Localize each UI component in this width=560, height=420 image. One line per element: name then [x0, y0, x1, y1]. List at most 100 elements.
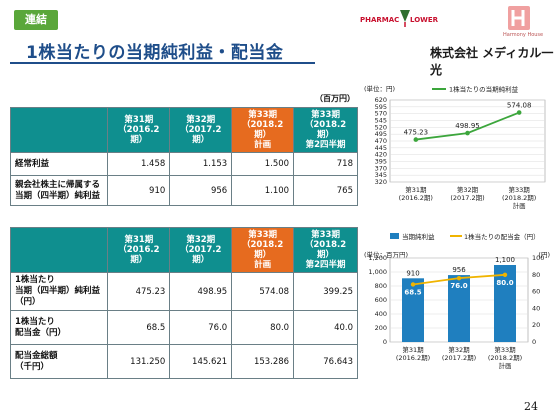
row-label: 1株当たり 当期（四半期）純利益（円） [9, 272, 109, 311]
table-cell: 76.643 [293, 344, 358, 379]
table-header-cell: 第33期 （2018.2期） 計画 [231, 227, 295, 273]
x-tick-label: 第32期 [448, 345, 470, 354]
y-tick-label-left: 1,000 [368, 268, 387, 276]
dividend-data-label: 68.5 [404, 288, 421, 296]
legend-bar-swatch [390, 233, 399, 239]
table-cell: 765 [293, 175, 358, 206]
page-number: 24 [524, 400, 538, 413]
legend-label: 1株当たりの当期純利益 [449, 85, 519, 94]
y-tick-label: 520 [375, 123, 387, 131]
x-tick-label: (2017.2期) [442, 354, 476, 362]
per-share-table: 第31期 （2016.2期） 第32期 （2017.2期） 第33期 （2018.2期… [9, 227, 358, 379]
page-title: 1株当たりの当期純利益・配当金 [26, 43, 284, 63]
legend-label: 1株当たりの配当金（円） [464, 232, 540, 241]
y-tick-label: 445 [375, 144, 387, 152]
x-tick-label: 第31期 [405, 185, 427, 194]
table-row: 親会社株主に帰属する 当期（四半期）純利益 910 956 1.100 765 [9, 175, 358, 206]
legend-label: 当期純利益 [402, 232, 435, 241]
table-header-cell [9, 107, 109, 153]
x-tick-label: 第33期 [509, 185, 531, 194]
y-tick-label-left: 200 [375, 324, 387, 332]
data-point [465, 130, 470, 136]
dividend-point [410, 282, 416, 287]
table-row: 配当金総額 （千円） 131.250 145.621 153.286 76.643 [9, 344, 358, 379]
table-header-cell: 第31期 （2016.2期） [107, 107, 171, 153]
x-tick-label: 第31期 [402, 345, 424, 354]
bar-data-label: 956 [452, 266, 466, 274]
y-tick-label-right: 60 [532, 288, 540, 296]
table-cell: 399.25 [293, 272, 358, 311]
row-label: 経常利益 [9, 152, 109, 176]
flower-logo-text: LOWER [410, 16, 439, 24]
y-tick-label: 420 [375, 151, 387, 159]
x-tick-label: 第33期 [494, 345, 516, 354]
chart-unit-label: (単位：円) [364, 84, 395, 93]
chart-unit-label-right: (円) [538, 251, 550, 259]
row-label: 親会社株主に帰属する 当期（四半期）純利益 [9, 175, 109, 206]
bar-data-label: 1,100 [495, 256, 515, 264]
bar [448, 275, 470, 342]
table-header-cell: 第33期 （2018.2期） 第2四半期 [293, 227, 358, 273]
y-tick-label: 470 [375, 137, 387, 145]
table-cell: 145.621 [169, 344, 233, 379]
bar-data-label: 910 [406, 269, 419, 277]
table-cell: 1.100 [231, 175, 295, 206]
x-tick-label: 第32期 [457, 185, 479, 194]
consolidated-badge: 連結 [14, 10, 58, 30]
x-tick-label: (2016.2期) [399, 194, 433, 202]
table-header-cell: 第33期 （2018.2期） 計画 [231, 107, 295, 153]
dividend-data-label: 80.0 [496, 279, 513, 287]
bar [494, 265, 516, 342]
y-tick-label: 495 [375, 130, 387, 138]
pharmacy-logo-text: PHARMAC [360, 16, 400, 24]
dividend-combo-chart: (単位：百万円) (円)当期純利益 1株当たりの配当金（円）020040060080… [364, 232, 550, 370]
row-label: 1株当たり 配当金（円） [9, 310, 109, 345]
table-cell: 475.23 [107, 272, 171, 311]
y-tick-label: 570 [375, 110, 387, 118]
table-cell: 76.0 [169, 310, 233, 345]
table-header-cell: 第31期 （2016.2期） [107, 227, 171, 273]
chart-unit-label-left: (単位：百万円) [364, 250, 408, 259]
table-cell: 956 [169, 175, 233, 206]
y-tick-label-left: 1,200 [368, 254, 387, 262]
title-underline [10, 62, 315, 64]
y-tick-label-left: 800 [375, 282, 387, 290]
data-label: 475.23 [404, 129, 429, 137]
y-tick-label-right: 20 [532, 321, 540, 329]
table-cell: 40.0 [293, 310, 358, 345]
per-share-table-header-row: 第31期 （2016.2期） 第32期 （2017.2期） 第33期 （2018.2期… [9, 227, 358, 273]
y-tick-label: 545 [375, 117, 387, 125]
harmony-house-logo-icon [508, 6, 530, 30]
dividend-point [456, 275, 462, 281]
table-row: 経常利益 1.458 1.153 1.500 718 [9, 152, 358, 176]
table-unit-label: （百万円） [315, 94, 355, 103]
table-header-cell [9, 227, 109, 273]
y-tick-label: 370 [375, 164, 387, 172]
y-tick-label-right: 100 [532, 254, 544, 262]
y-tick-label-right: 80 [532, 271, 540, 279]
table-cell: 498.95 [169, 272, 233, 311]
table-row: 1株当たり 当期（四半期）純利益（円） 475.23 498.95 574.08 … [9, 272, 358, 311]
bar [402, 278, 424, 342]
flower-logo-icon [398, 8, 412, 32]
dividend-data-label: 76.0 [450, 282, 467, 290]
y-tick-label-left: 0 [383, 338, 387, 346]
data-label: 498.95 [455, 122, 480, 130]
table-cell: 68.5 [107, 310, 171, 345]
table-cell: 131.250 [107, 344, 171, 379]
y-tick-label: 320 [375, 178, 387, 186]
table-cell: 1.458 [107, 152, 171, 176]
table-cell: 910 [107, 175, 171, 206]
table-cell: 80.0 [231, 310, 295, 345]
data-label: 574.08 [507, 102, 532, 110]
y-tick-label-right: 40 [532, 304, 540, 312]
y-tick-label-right: 0 [532, 338, 536, 346]
table-cell: 718 [293, 152, 358, 176]
row-label: 配当金総額 （千円） [9, 344, 109, 379]
harmony-house-logo-text: Harmony House [503, 32, 544, 38]
profit-table: 第31期 （2016.2期） 第32期 （2017.2期） 第33期 （2018.2期… [9, 107, 358, 206]
x-tick-label: (2018.2期) [502, 194, 536, 202]
y-tick-label-left: 400 [375, 310, 387, 318]
profit-table-header-row: 第31期 （2016.2期） 第32期 （2017.2期） 第33期 （2018.2期… [9, 107, 358, 153]
y-tick-label: 345 [375, 171, 387, 179]
